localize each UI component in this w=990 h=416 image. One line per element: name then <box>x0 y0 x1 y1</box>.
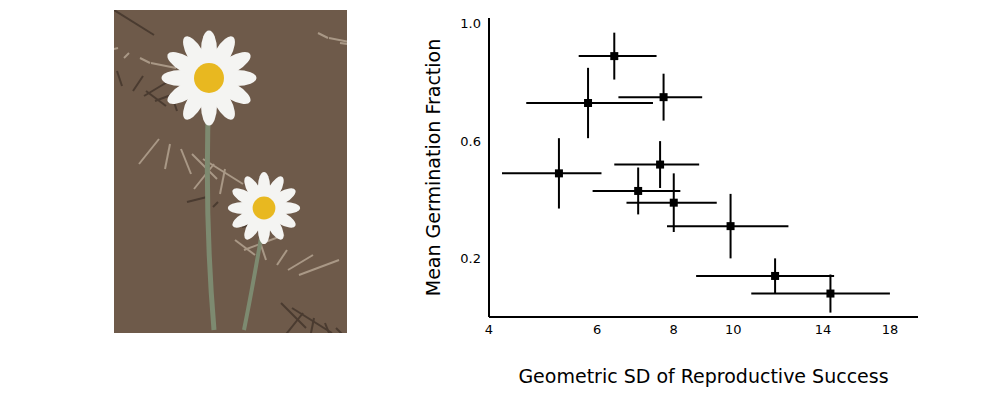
svg-text:4: 4 <box>485 322 493 337</box>
svg-text:6: 6 <box>593 322 601 337</box>
svg-text:0.2: 0.2 <box>460 251 481 266</box>
svg-text:18: 18 <box>882 322 899 337</box>
svg-text:8: 8 <box>670 322 678 337</box>
svg-text:14: 14 <box>815 322 832 337</box>
svg-text:Geometric SD of Reproductive S: Geometric SD of Reproductive Success <box>518 365 888 387</box>
svg-text:0.6: 0.6 <box>460 134 481 149</box>
svg-text:Mean Germination Fraction: Mean Germination Fraction <box>422 39 444 296</box>
svg-text:1.0: 1.0 <box>460 16 481 31</box>
svg-text:10: 10 <box>725 322 742 337</box>
